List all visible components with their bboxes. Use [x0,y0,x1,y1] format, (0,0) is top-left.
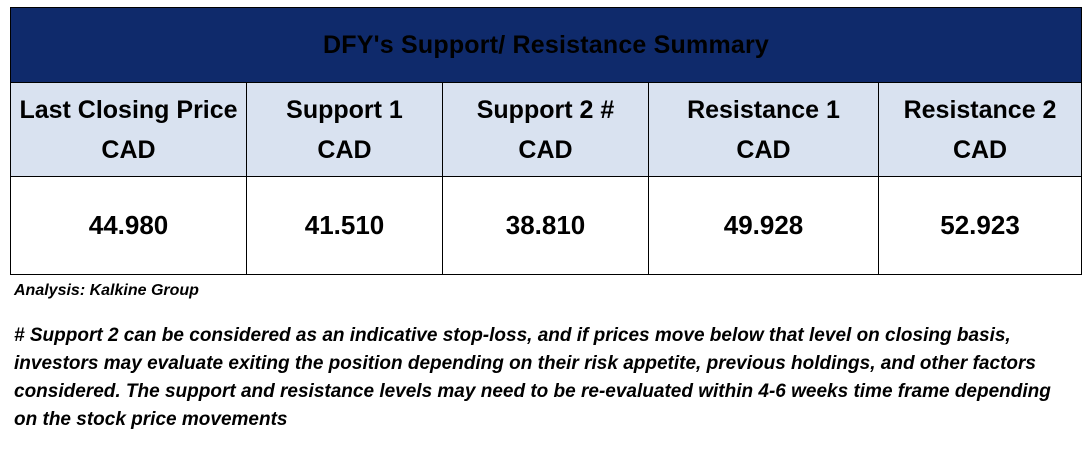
value-resistance-1: 49.928 [648,176,879,275]
header-unit: CAD [101,135,156,164]
header-label: Support 1 [286,95,403,124]
value-last-closing-price: 44.980 [10,176,247,275]
header-resistance-2: Resistance 2 CAD [877,82,1083,177]
header-label: Resistance 2 [903,95,1057,124]
header-unit: CAD [952,135,1008,164]
table-title: DFY's Support/ Resistance Summary [9,7,1083,83]
support-resistance-table: DFY's Support/ Resistance Summary Last C… [9,7,1083,275]
header-label: Resistance 1 [687,95,840,124]
header-unit: CAD [518,135,573,164]
table-header-row: Last Closing Price CAD Support 1 CAD Sup… [10,82,1083,177]
table-title-row: DFY's Support/ Resistance Summary [9,7,1083,83]
header-unit: CAD [736,135,791,164]
value-support-2: 38.810 [442,176,649,275]
value-resistance-2: 52.923 [877,176,1083,275]
analysis-credit: Analysis: Kalkine Group [14,282,199,299]
header-unit: CAD [317,135,372,164]
header-support-2: Support 2 # CAD [442,82,649,177]
disclaimer-note: # Support 2 can be considered as an indi… [14,325,1051,430]
header-label: Last Closing Price [19,95,238,124]
value-support-1: 41.510 [246,176,443,275]
header-last-closing-price: Last Closing Price CAD [10,82,247,177]
header-label: Support 2 # [476,95,615,124]
header-support-1: Support 1 CAD [246,82,443,177]
header-resistance-1: Resistance 1 CAD [648,82,879,177]
table-row: 44.980 41.510 38.810 49.928 52.923 [10,176,1083,275]
